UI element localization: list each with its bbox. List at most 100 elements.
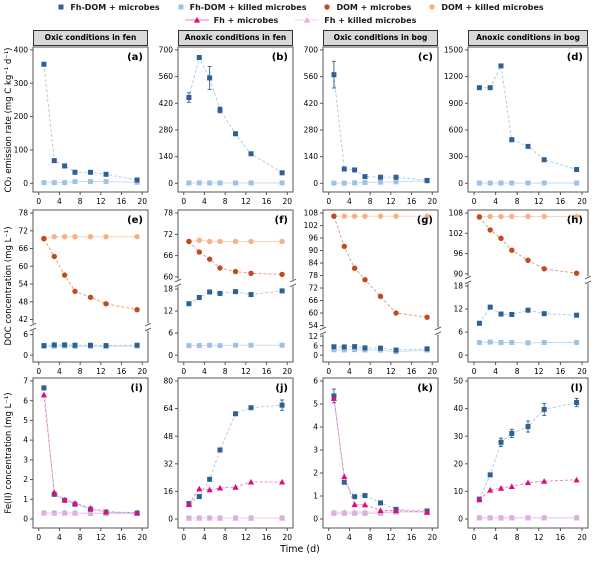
svg-text:102: 102: [449, 229, 464, 238]
svg-text:66: 66: [163, 251, 173, 260]
svg-text:8: 8: [515, 197, 520, 206]
svg-text:16: 16: [407, 197, 417, 206]
triangle-marker-icon: [295, 16, 320, 23]
svg-text:78: 78: [163, 209, 173, 218]
svg-text:8: 8: [368, 197, 373, 206]
svg-text:4: 4: [23, 436, 28, 445]
svg-text:20: 20: [577, 533, 587, 542]
svg-text:16: 16: [117, 367, 127, 376]
svg-text:66: 66: [308, 296, 318, 305]
svg-text:50: 50: [453, 377, 463, 386]
svg-text:10: 10: [453, 487, 463, 496]
svg-text:0: 0: [23, 351, 28, 360]
legend-item-fh-killed: Fh + killed microbes: [294, 15, 416, 25]
svg-text:16: 16: [117, 533, 127, 542]
svg-text:200: 200: [14, 112, 29, 121]
x-axis-label-time: Time (d): [280, 544, 320, 555]
svg-text:8: 8: [223, 197, 228, 206]
svg-text:300: 300: [449, 152, 464, 161]
svg-text:4: 4: [493, 533, 498, 542]
svg-text:84: 84: [308, 259, 318, 268]
svg-text:1: 1: [313, 492, 318, 501]
svg-text:12: 12: [534, 197, 544, 206]
svg-text:5: 5: [23, 416, 28, 425]
svg-text:42: 42: [18, 315, 28, 324]
svg-text:8: 8: [515, 367, 520, 376]
svg-text:0: 0: [458, 515, 463, 524]
panel-b: 0 4 8 12 16 20 0 140 280 420 560 700 (b): [159, 46, 294, 206]
svg-text:90: 90: [308, 246, 318, 255]
panel-letter: (l): [570, 383, 583, 394]
svg-text:60: 60: [163, 272, 173, 281]
svg-text:4: 4: [202, 197, 207, 206]
svg-text:4: 4: [493, 197, 498, 206]
svg-text:12: 12: [96, 533, 106, 542]
svg-text:7: 7: [23, 377, 28, 386]
svg-text:30: 30: [453, 432, 463, 441]
panel-letter: (j): [275, 383, 288, 394]
svg-text:20: 20: [137, 197, 147, 206]
svg-text:60: 60: [18, 262, 28, 271]
svg-text:16: 16: [556, 367, 566, 376]
legend-item-fhdom-killed: Fh-DOM + killed microbes: [176, 2, 306, 12]
panel-c: 0 4 8 12 16 20 0 140 280 420 560 700 (c): [304, 46, 439, 206]
svg-text:96: 96: [308, 234, 318, 243]
svg-text:420: 420: [304, 99, 319, 108]
svg-text:20: 20: [577, 367, 587, 376]
panel-letter: (b): [272, 52, 288, 63]
svg-text:6: 6: [23, 396, 28, 405]
svg-text:4: 4: [347, 367, 352, 376]
svg-text:400: 400: [14, 46, 29, 55]
svg-text:12: 12: [96, 197, 106, 206]
svg-text:560: 560: [159, 72, 174, 81]
svg-text:12: 12: [386, 197, 396, 206]
svg-text:12: 12: [453, 305, 463, 314]
svg-text:12: 12: [241, 533, 251, 542]
svg-text:20: 20: [427, 367, 437, 376]
svg-text:0: 0: [181, 533, 186, 542]
svg-text:16: 16: [556, 533, 566, 542]
legend-item-dom-microbes: DOM + microbes: [322, 2, 411, 12]
legend-label: Fh-DOM + microbes: [70, 2, 160, 12]
svg-text:3: 3: [313, 446, 318, 455]
svg-text:16: 16: [262, 533, 272, 542]
svg-text:12: 12: [241, 367, 251, 376]
svg-text:4: 4: [57, 197, 62, 206]
legend-label: Fh + killed microbes: [324, 15, 417, 25]
svg-text:560: 560: [304, 72, 319, 81]
svg-text:18: 18: [163, 285, 173, 294]
svg-text:0: 0: [326, 367, 331, 376]
svg-text:700: 700: [159, 46, 174, 55]
svg-text:54: 54: [18, 280, 28, 289]
svg-text:54: 54: [308, 321, 318, 330]
svg-text:0: 0: [313, 515, 318, 524]
svg-text:66: 66: [18, 244, 28, 253]
svg-text:600: 600: [449, 126, 464, 135]
svg-text:16: 16: [262, 367, 272, 376]
svg-text:20: 20: [453, 459, 463, 468]
svg-text:102: 102: [304, 221, 319, 230]
svg-text:16: 16: [117, 197, 127, 206]
panel-letter: (a): [127, 52, 143, 63]
svg-text:8: 8: [223, 533, 228, 542]
svg-text:0: 0: [168, 351, 173, 360]
svg-text:140: 140: [159, 152, 174, 161]
svg-text:4: 4: [493, 367, 498, 376]
svg-text:4: 4: [313, 423, 318, 432]
svg-text:32: 32: [163, 459, 173, 468]
svg-text:0: 0: [326, 533, 331, 542]
svg-text:20: 20: [427, 533, 437, 542]
svg-text:20: 20: [137, 367, 147, 376]
square-marker-icon: [178, 4, 184, 10]
svg-text:100: 100: [14, 146, 29, 155]
panel-h: 0 4 8 12 16 20 90 96 102 108 0 6 12 18 (h): [449, 209, 592, 376]
legend-label: DOM + killed microbes: [441, 2, 544, 12]
svg-text:1500: 1500: [444, 46, 463, 55]
svg-text:0: 0: [472, 367, 477, 376]
svg-text:108: 108: [304, 209, 319, 218]
